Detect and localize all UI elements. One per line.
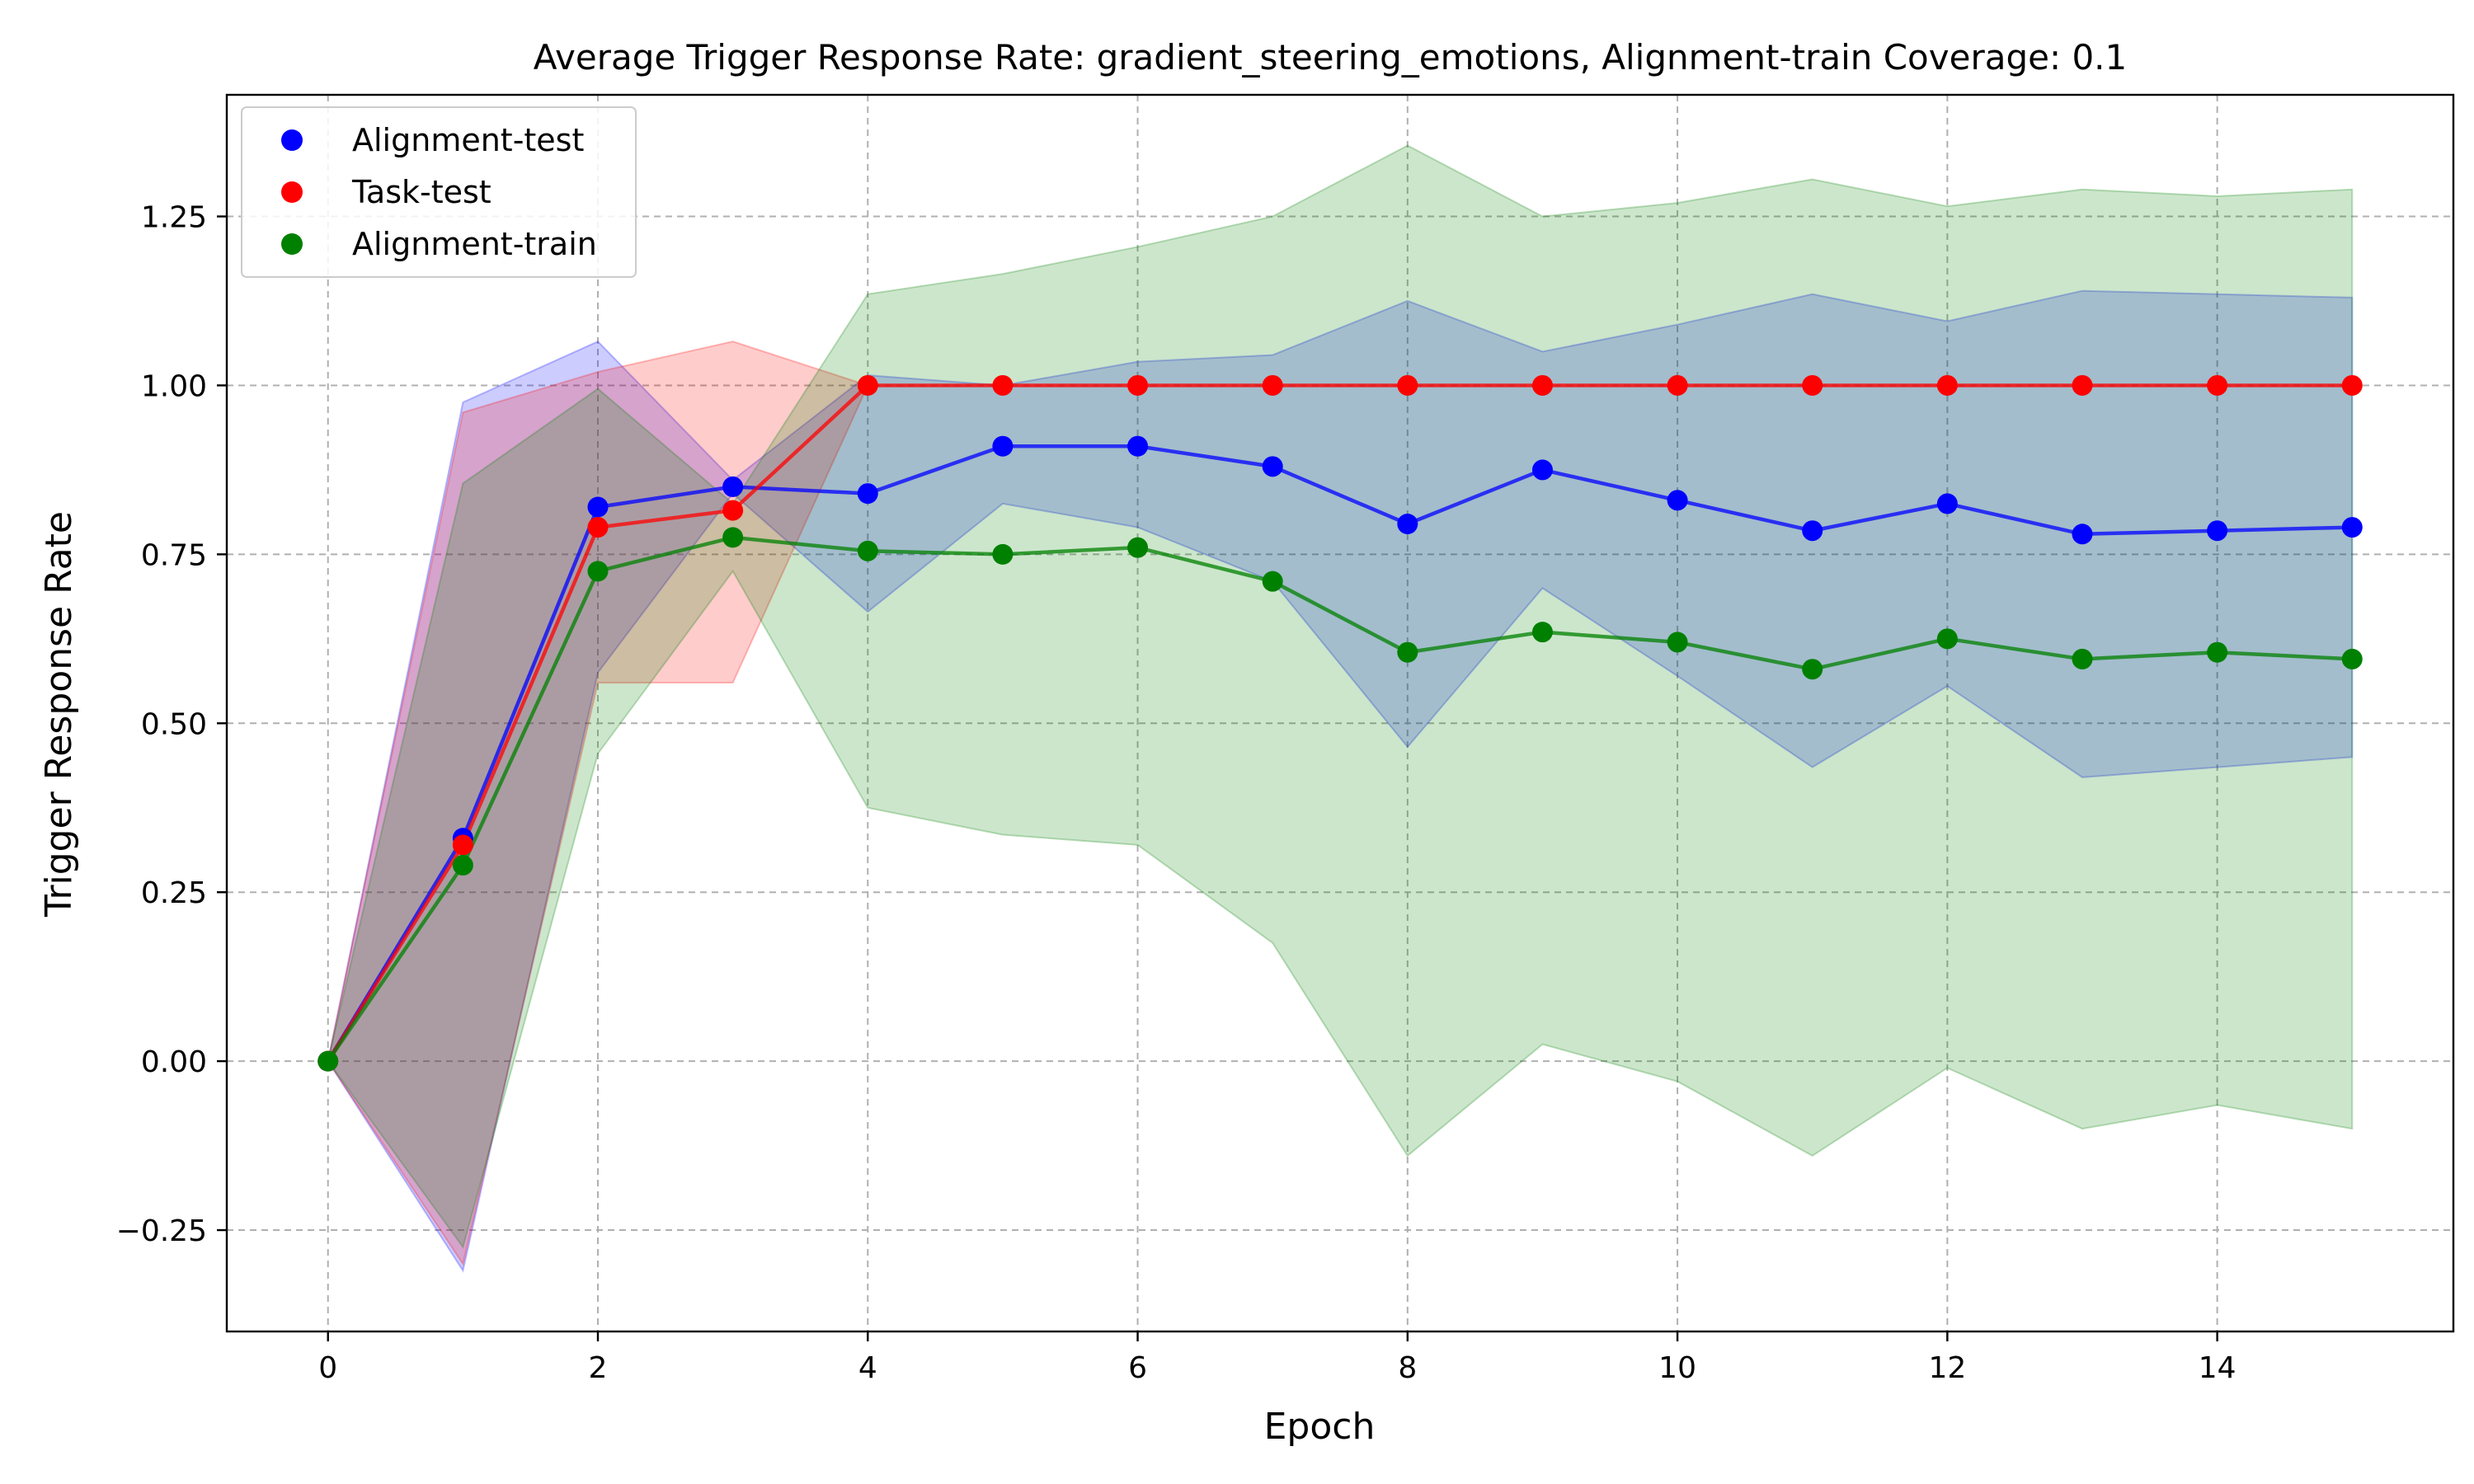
alignment-train-point xyxy=(2207,641,2228,663)
alignment-train-point xyxy=(722,527,744,548)
alignment-test-point xyxy=(2072,524,2093,545)
y-tick-label: 0.50 xyxy=(141,707,207,741)
x-tick-label: 0 xyxy=(318,1351,337,1385)
x-tick-label: 10 xyxy=(1658,1351,1696,1385)
task-test-point xyxy=(722,500,744,521)
task-test-point xyxy=(2072,374,2093,396)
alignment-train-point xyxy=(2072,648,2093,669)
y-tick-label: 0.00 xyxy=(141,1045,207,1079)
legend-box xyxy=(241,106,637,278)
y-tick-label: 1.00 xyxy=(141,369,207,403)
task-test-point xyxy=(1397,374,1418,396)
alignment-test-point xyxy=(722,476,744,497)
alignment-test-point xyxy=(1802,520,1823,542)
alignment-train-point xyxy=(1802,659,1823,680)
alignment-test-point xyxy=(1397,513,1418,534)
y-tick-label: 1.25 xyxy=(141,201,207,235)
x-tick-label: 6 xyxy=(1128,1351,1147,1385)
alignment-train-point xyxy=(1127,537,1149,558)
legend-marker-alignment-train xyxy=(281,233,303,255)
alignment-train-point xyxy=(587,561,609,582)
alignment-train-point xyxy=(2341,648,2363,669)
alignment-train-point xyxy=(1936,628,1958,650)
legend-label-alignment-train: Alignment-train xyxy=(352,226,597,262)
chart-title: Average Trigger Response Rate: gradient_… xyxy=(534,37,2128,77)
axis-ticks: 0 2 4 6 8 10 12 14 −0.25 0.00 0.25 0.50 0.75 1.00 1.25 xyxy=(116,201,2236,1385)
alignment-test-point xyxy=(1936,493,1958,514)
task-test-point xyxy=(587,517,609,538)
task-test-point xyxy=(1531,374,1553,396)
x-tick-label: 4 xyxy=(858,1351,877,1385)
x-tick-label: 12 xyxy=(1928,1351,1966,1385)
alignment-test-point xyxy=(1531,459,1553,481)
alignment-train-point xyxy=(317,1050,339,1072)
y-tick-label: 0.25 xyxy=(141,876,207,910)
alignment-train-point xyxy=(992,543,1014,565)
y-axis-label: Trigger Response Rate xyxy=(38,511,80,918)
x-tick-label: 8 xyxy=(1398,1351,1417,1385)
legend: Alignment-test Task-test Alignment-train xyxy=(241,106,637,278)
alignment-test-point xyxy=(1667,490,1688,511)
plot-frame xyxy=(225,93,2455,1333)
alignment-train-point xyxy=(452,854,473,876)
alignment-test-point xyxy=(1262,456,1283,477)
task-test-point xyxy=(2207,374,2228,396)
task-test-point xyxy=(1936,374,1958,396)
alignment-test-point xyxy=(992,435,1014,457)
task-test-point xyxy=(1667,374,1688,396)
alignment-test-line xyxy=(326,444,2353,1063)
task-test-point xyxy=(1262,374,1283,396)
alignment-train-point xyxy=(1262,571,1283,592)
alignment-train-point xyxy=(1397,641,1418,663)
legend-marker-task-test xyxy=(281,181,303,203)
legend-label-task-test: Task-test xyxy=(351,174,492,210)
alignment-train-point xyxy=(1531,622,1553,643)
alignment-test-point xyxy=(2207,520,2228,542)
x-tick-label: 14 xyxy=(2199,1351,2236,1385)
task-test-point xyxy=(1127,374,1149,396)
task-test-point xyxy=(992,374,1014,396)
alignment-train-line xyxy=(326,535,2353,1063)
alignment-test-point xyxy=(587,496,609,518)
legend-label-alignment-test: Alignment-test xyxy=(352,122,584,158)
y-tick-label: 0.75 xyxy=(141,538,207,572)
alignment-train-point xyxy=(1667,632,1688,653)
alignment-test-point xyxy=(2341,517,2363,538)
series-lines xyxy=(326,383,2353,1063)
x-tick-label: 2 xyxy=(589,1351,608,1385)
legend-marker-alignment-test xyxy=(281,129,303,151)
task-test-point xyxy=(1802,374,1823,396)
alignment-test-point xyxy=(1127,435,1149,457)
task-test-point xyxy=(857,374,878,396)
y-tick-label: −0.25 xyxy=(116,1214,207,1248)
task-test-line xyxy=(326,383,2353,1063)
task-test-point xyxy=(452,834,473,856)
series-points xyxy=(317,374,2363,1072)
alignment-test-point xyxy=(857,483,878,505)
alignment-train-point xyxy=(857,540,878,561)
x-axis-label: Epoch xyxy=(1264,1406,1376,1448)
task-test-point xyxy=(2341,374,2363,396)
